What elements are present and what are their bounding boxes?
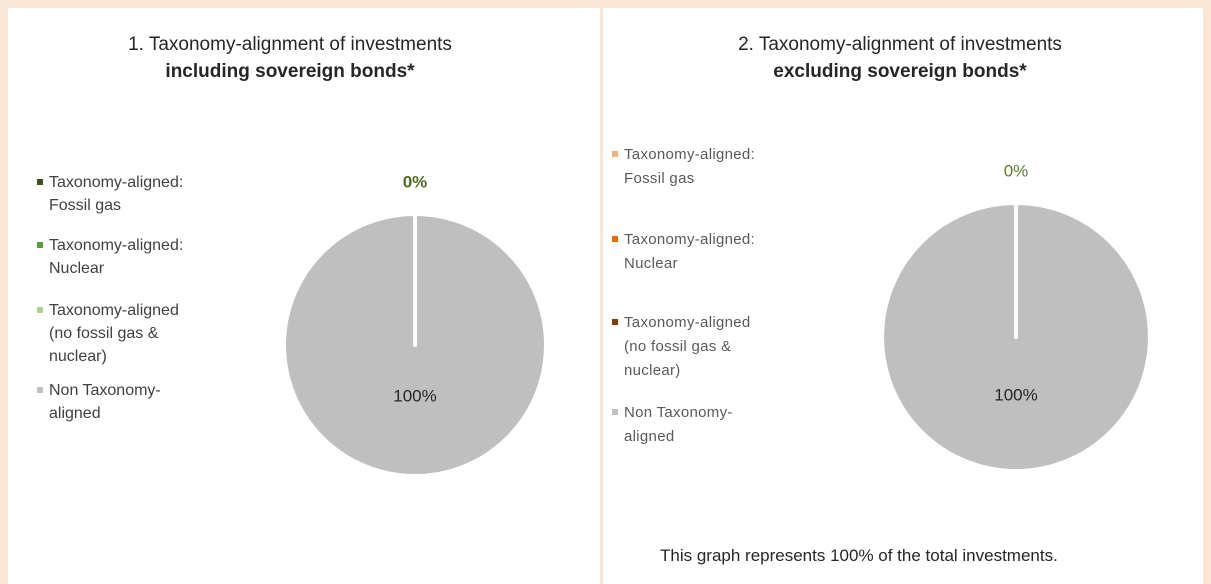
legend-swatch bbox=[612, 409, 618, 415]
data-label: 100% bbox=[994, 385, 1037, 404]
chart-subtitle: excluding sovereign bonds* bbox=[773, 61, 1027, 82]
legend-swatch bbox=[37, 307, 43, 313]
legend-label: Non Taxonomy-aligned bbox=[49, 382, 161, 422]
legend-swatch bbox=[37, 179, 43, 185]
legend-label: Taxonomy-aligned: Nuclear bbox=[624, 231, 756, 272]
legend-label: Taxonomy-aligned: Fossil gas bbox=[624, 146, 756, 187]
data-label: 0% bbox=[403, 172, 428, 191]
chart-title: 2. Taxonomy-alignment of investments bbox=[738, 34, 1062, 55]
legend-swatch bbox=[612, 151, 618, 157]
legend-item: Taxonomy-aligned: Nuclear bbox=[37, 234, 189, 280]
footnote: This graph represents 100% of the total … bbox=[660, 546, 1058, 565]
legend-item: Taxonomy-aligned: Nuclear bbox=[612, 228, 764, 276]
chart-subtitle: including sovereign bonds* bbox=[165, 61, 415, 82]
legend-item: Taxonomy-aligned: Fossil gas bbox=[612, 143, 764, 191]
chart-title: 1. Taxonomy-alignment of investments bbox=[128, 34, 452, 55]
legend-swatch bbox=[612, 319, 618, 325]
legend-label: Taxonomy-aligned (no fossil gas & nuclea… bbox=[49, 302, 179, 365]
data-label: 100% bbox=[393, 386, 436, 405]
pie-slice bbox=[282, 212, 548, 478]
pie-slice bbox=[880, 201, 1152, 473]
legend-swatch bbox=[37, 387, 43, 393]
legend-item: Taxonomy-aligned (no fossil gas & nuclea… bbox=[37, 299, 189, 368]
legend-label: Taxonomy-aligned: Nuclear bbox=[49, 237, 184, 277]
data-label: 0% bbox=[1004, 161, 1029, 180]
legend-swatch bbox=[37, 242, 43, 248]
legend-swatch bbox=[612, 236, 618, 242]
legend-item: Taxonomy-aligned: Fossil gas bbox=[37, 171, 189, 217]
legend-label: Non Taxonomy-aligned bbox=[624, 404, 733, 445]
legend-label: Taxonomy-aligned (no fossil gas & nuclea… bbox=[624, 314, 751, 379]
legend-label: Taxonomy-aligned: Fossil gas bbox=[49, 174, 184, 214]
legend-item: Non Taxonomy-aligned bbox=[37, 379, 189, 425]
legend-item: Non Taxonomy-aligned bbox=[612, 401, 764, 449]
legend-item: Taxonomy-aligned (no fossil gas & nuclea… bbox=[612, 311, 764, 383]
